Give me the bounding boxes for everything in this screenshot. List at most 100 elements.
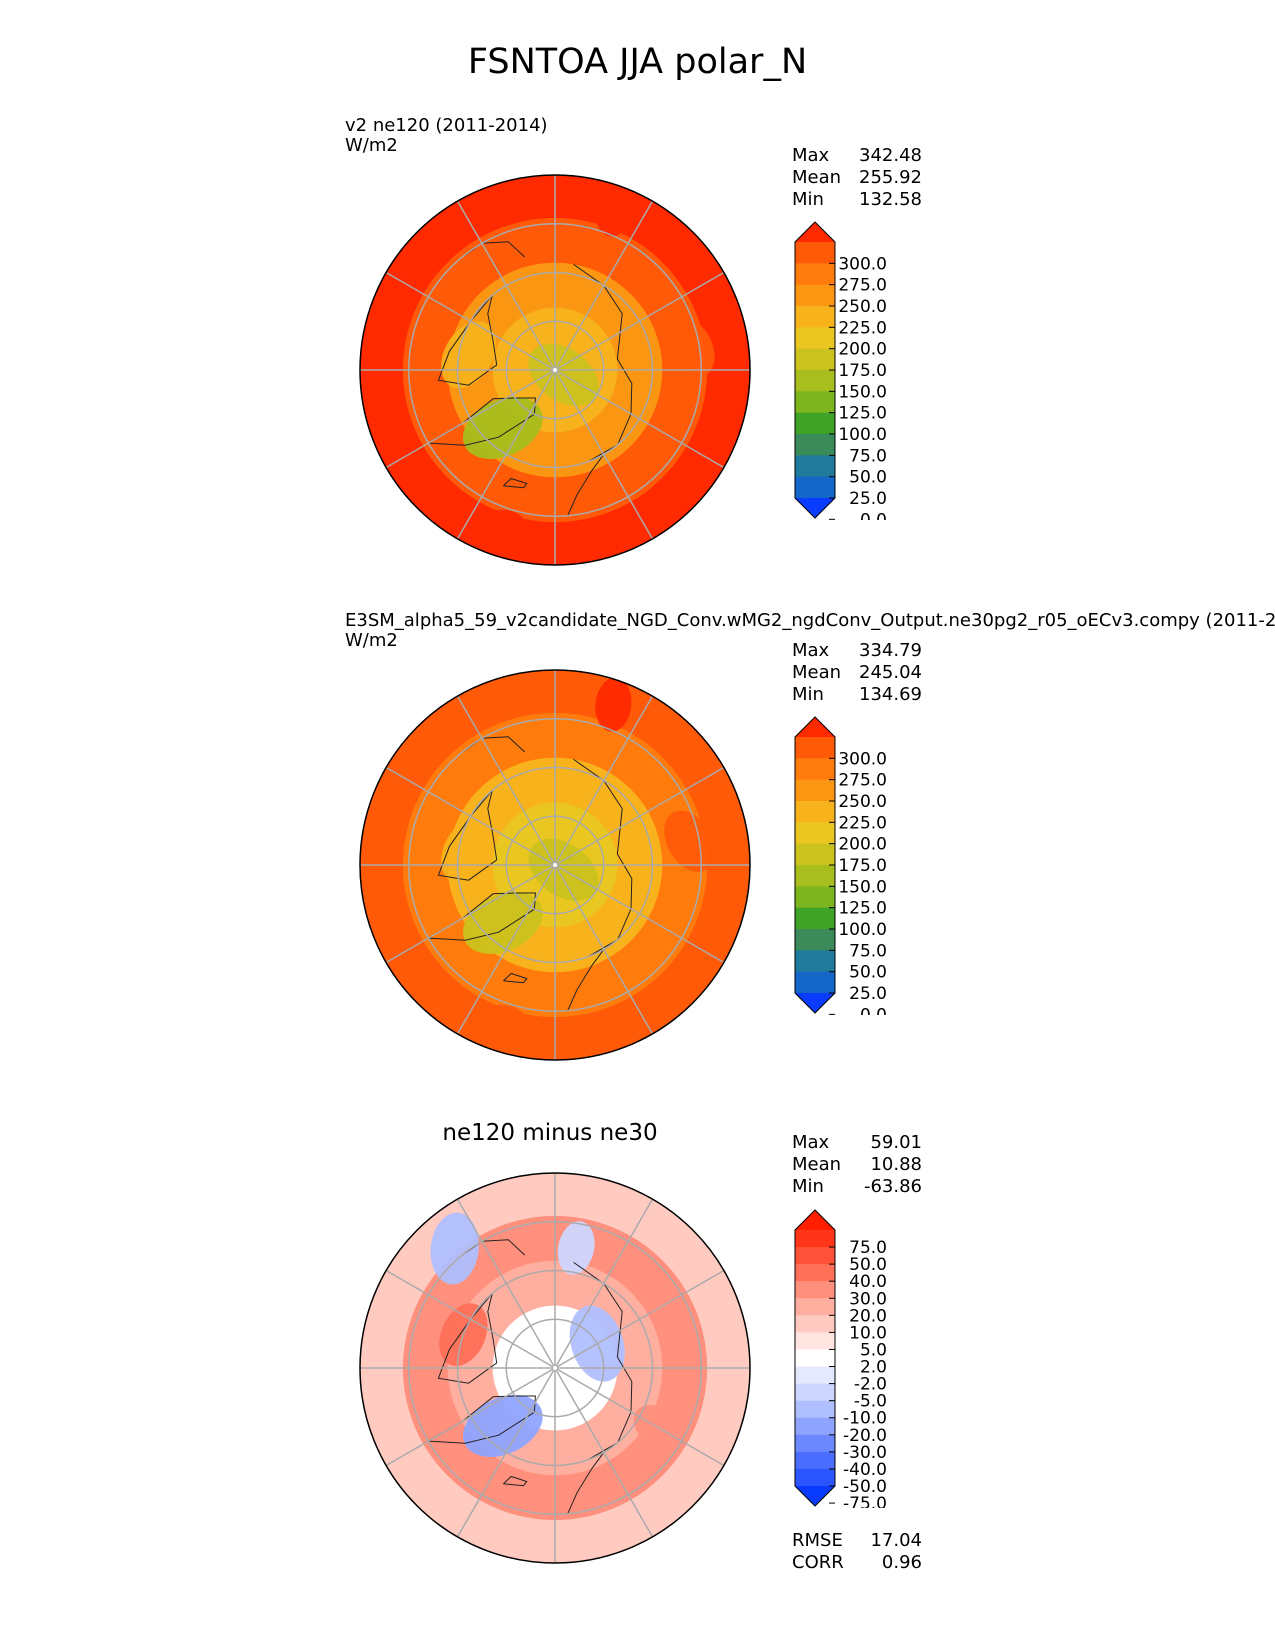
colorbar-bin (795, 306, 835, 328)
coastline (503, 1475, 528, 1487)
meridian (554, 1269, 725, 1369)
meridian (554, 864, 725, 964)
colorbar-bin (795, 348, 835, 371)
field-feature (441, 321, 497, 389)
coastline (437, 1292, 498, 1384)
colorbar-tick-label: 250.0 (838, 297, 887, 317)
panel-name: E3SM_alpha5_59_v2candidate_NGD_Conv.wMG2… (345, 610, 1275, 631)
coastline (573, 263, 633, 463)
colorbar-tick-label: 50.0 (849, 963, 887, 983)
coastline (573, 1261, 633, 1461)
colorbar-tick-label: 300.0 (838, 749, 887, 769)
stat-label: Min (792, 1176, 824, 1197)
colorbar-tick-label: 25.0 (849, 984, 887, 1004)
meridian (385, 271, 556, 371)
colorbar-tick-label: 5.0 (860, 1340, 887, 1360)
graticule (360, 670, 750, 1060)
colorbar-tick-label: 25.0 (849, 489, 887, 509)
stat-label: Max (792, 1132, 830, 1153)
coastline (428, 1395, 536, 1444)
colorbar-tick-label: 75.0 (849, 1238, 887, 1258)
colorbar-bin (795, 758, 835, 781)
colorbar-bin (795, 1434, 835, 1453)
colorbar-bin (795, 1264, 835, 1282)
colorbar-bin (795, 907, 835, 930)
colorbar-tick-label: -75.0 (843, 1494, 887, 1508)
colorbar-tick-label: 2.0 (860, 1358, 887, 1378)
colorbar-tick-label: -30.0 (843, 1443, 887, 1463)
panel-difference: ne120 minus ne30 Max 59.01 Mean 10.88 Min -… (0, 1120, 1275, 1630)
colorbar-tick-label: 150.0 (838, 382, 887, 402)
meridian (385, 864, 556, 964)
stat-max: Max 342.48 (792, 145, 922, 167)
colorbar-extend-min (795, 498, 835, 518)
colorbar-tick-label: -2.0 (854, 1375, 887, 1395)
colorbar-bin (795, 1332, 835, 1350)
colorbar-bin (795, 950, 835, 973)
panel-units: W/m2 (345, 135, 398, 156)
meridian (456, 864, 556, 1035)
colorbar-tick-label: 250.0 (838, 792, 887, 812)
stat-value: 132.58 (859, 189, 922, 210)
colorbar-extend-max (795, 222, 835, 242)
coastlines (428, 241, 633, 516)
meridian (385, 1269, 556, 1369)
colorbar-tick-label: 200.0 (838, 340, 887, 360)
stat-label: Mean (792, 662, 842, 683)
panel-test: v2 ne120 (2011-2014) W/m2 Max 342.48 Mean… (0, 115, 1275, 585)
colorbar-tick-label: 175.0 (838, 856, 887, 876)
colorbar-tick-label: 275.0 (838, 276, 887, 296)
stat-value: 245.04 (859, 662, 922, 683)
colorbar-tick-label: 125.0 (838, 899, 887, 919)
pole-marker (553, 368, 557, 372)
colorbar-tick-label: 75.0 (849, 446, 887, 466)
colorbar-bin (795, 886, 835, 909)
stats-block: Max 334.79 Mean 245.04 Min 134.69 (792, 640, 922, 706)
meridian (554, 369, 654, 540)
colorbar-bin (795, 370, 835, 392)
colorbar-bin (795, 801, 835, 823)
stat-value: 134.69 (859, 684, 922, 705)
metric-corr: CORR 0.96 (792, 1552, 922, 1574)
meridian (456, 200, 556, 371)
stat-mean: Mean 255.92 (792, 167, 922, 189)
map-border (359, 1172, 751, 1564)
meridian (554, 695, 654, 866)
colorbar-bin (795, 476, 835, 499)
colorbar-extend-max (795, 717, 835, 737)
coastline (428, 892, 536, 941)
colorbar-tick-label: -10.0 (843, 1409, 887, 1429)
colorbar-extend-min (795, 1486, 835, 1506)
metric-rmse: RMSE 17.04 (792, 1530, 922, 1552)
panel-units: W/m2 (345, 630, 398, 651)
colorbar-tick-label: 175.0 (838, 361, 887, 381)
coastlines (428, 736, 633, 1011)
colorbar-bin (795, 865, 835, 887)
colorbar-tick-label: 100.0 (838, 425, 887, 445)
field-feature (430, 1212, 479, 1285)
stat-min: Min 132.58 (792, 189, 922, 211)
field-feature (467, 1004, 527, 1046)
stat-label: Max (792, 640, 830, 661)
colorbar-tick-label: -50.0 (843, 1477, 887, 1497)
stat-label: Min (792, 189, 824, 210)
stat-value: 342.48 (859, 145, 922, 166)
colorbar-bin (795, 1230, 835, 1248)
metric-label: RMSE (792, 1530, 843, 1551)
colorbar-bin (795, 434, 835, 456)
colorbar-bin (795, 929, 835, 951)
meridian (554, 1198, 654, 1369)
stats-block: Max 342.48 Mean 255.92 Min 132.58 (792, 145, 922, 211)
colorbar-tick-label: 225.0 (838, 318, 887, 338)
meridian (554, 200, 654, 371)
colorbar-bin (795, 412, 835, 435)
map-border (359, 669, 751, 1061)
stat-min: Min -63.86 (792, 1176, 922, 1198)
colorbar-bin (795, 971, 835, 994)
stat-label: Mean (792, 1154, 842, 1175)
meridian (456, 1198, 556, 1369)
stat-value: 255.92 (859, 167, 922, 188)
field-feature (467, 509, 527, 551)
colorbar-tick-label: 125.0 (838, 404, 887, 424)
